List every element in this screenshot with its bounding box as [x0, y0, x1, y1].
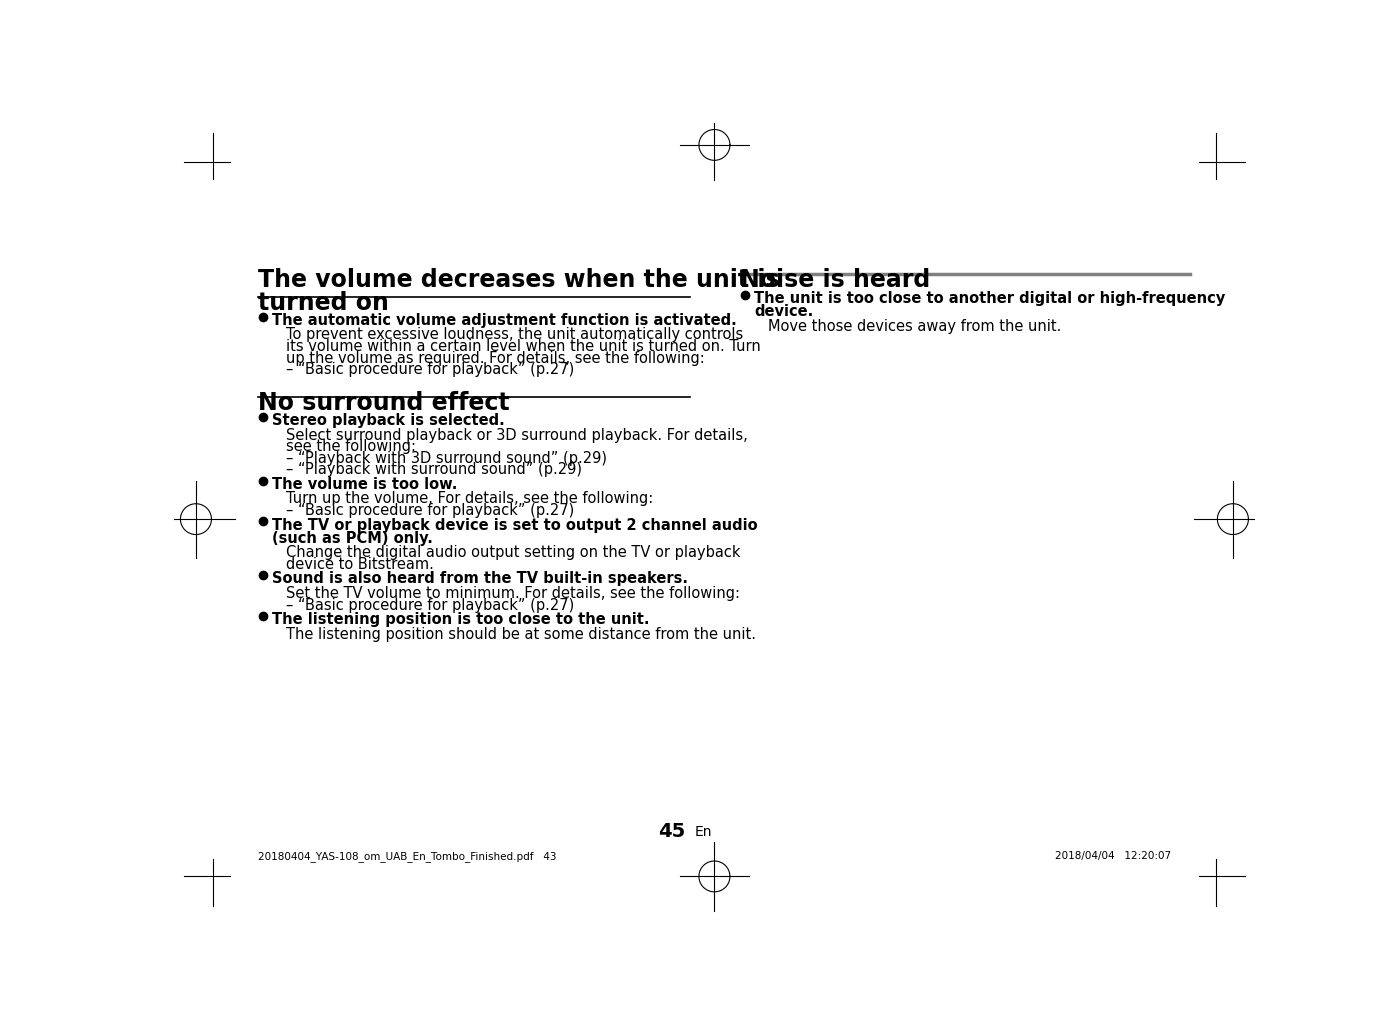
Text: (such as PCM) only.: (such as PCM) only.: [272, 530, 432, 546]
Text: The TV or playback device is set to output 2 channel audio: The TV or playback device is set to outp…: [272, 518, 757, 533]
Text: Sound is also heard from the TV built-in speakers.: Sound is also heard from the TV built-in…: [272, 572, 687, 587]
Text: turned on: turned on: [258, 291, 389, 316]
Text: – “Basic procedure for playback” (p.27): – “Basic procedure for playback” (p.27): [286, 362, 574, 377]
Text: Turn up the volume. For details, see the following:: Turn up the volume. For details, see the…: [286, 491, 654, 507]
Text: En: En: [696, 824, 712, 839]
Text: Noise is heard: Noise is heard: [740, 268, 930, 292]
Text: – “Playback with 3D surround sound” (p.29): – “Playback with 3D surround sound” (p.2…: [286, 450, 606, 466]
Text: Stereo playback is selected.: Stereo playback is selected.: [272, 413, 505, 428]
Text: 45: 45: [658, 822, 686, 841]
Text: 2018/04/04   12:20:07: 2018/04/04 12:20:07: [1055, 851, 1171, 861]
Text: Move those devices away from the unit.: Move those devices away from the unit.: [768, 319, 1061, 334]
Text: see the following:: see the following:: [286, 439, 415, 454]
Text: device to Bitstream.: device to Bitstream.: [286, 557, 434, 572]
Text: – “Basic procedure for playback” (p.27): – “Basic procedure for playback” (p.27): [286, 597, 574, 613]
Text: To prevent excessive loudness, the unit automatically controls: To prevent excessive loudness, the unit …: [286, 327, 743, 342]
Text: Change the digital audio output setting on the TV or playback: Change the digital audio output setting …: [286, 545, 740, 560]
Text: Select surround playback or 3D surround playback. For details,: Select surround playback or 3D surround …: [286, 428, 747, 442]
Text: its volume within a certain level when the unit is turned on. Turn: its volume within a certain level when t…: [286, 339, 761, 354]
Text: The automatic volume adjustment function is activated.: The automatic volume adjustment function…: [272, 313, 736, 328]
Text: – “Basic procedure for playback” (p.27): – “Basic procedure for playback” (p.27): [286, 503, 574, 518]
Text: – “Playback with surround sound” (p.29): – “Playback with surround sound” (p.29): [286, 463, 581, 477]
Text: The unit is too close to another digital or high-frequency: The unit is too close to another digital…: [754, 291, 1225, 306]
Text: The listening position should be at some distance from the unit.: The listening position should be at some…: [286, 627, 756, 641]
Text: device.: device.: [754, 304, 813, 320]
Text: 20180404_YAS-108_om_UAB_En_Tombo_Finished.pdf   43: 20180404_YAS-108_om_UAB_En_Tombo_Finishe…: [258, 851, 556, 861]
Text: Set the TV volume to minimum. For details, see the following:: Set the TV volume to minimum. For detail…: [286, 586, 740, 601]
Text: No surround effect: No surround effect: [258, 392, 510, 415]
Text: The volume is too low.: The volume is too low.: [272, 477, 457, 491]
Text: The volume decreases when the unit is: The volume decreases when the unit is: [258, 268, 779, 292]
Text: up the volume as required. For details, see the following:: up the volume as required. For details, …: [286, 351, 704, 366]
Text: The listening position is too close to the unit.: The listening position is too close to t…: [272, 613, 650, 627]
